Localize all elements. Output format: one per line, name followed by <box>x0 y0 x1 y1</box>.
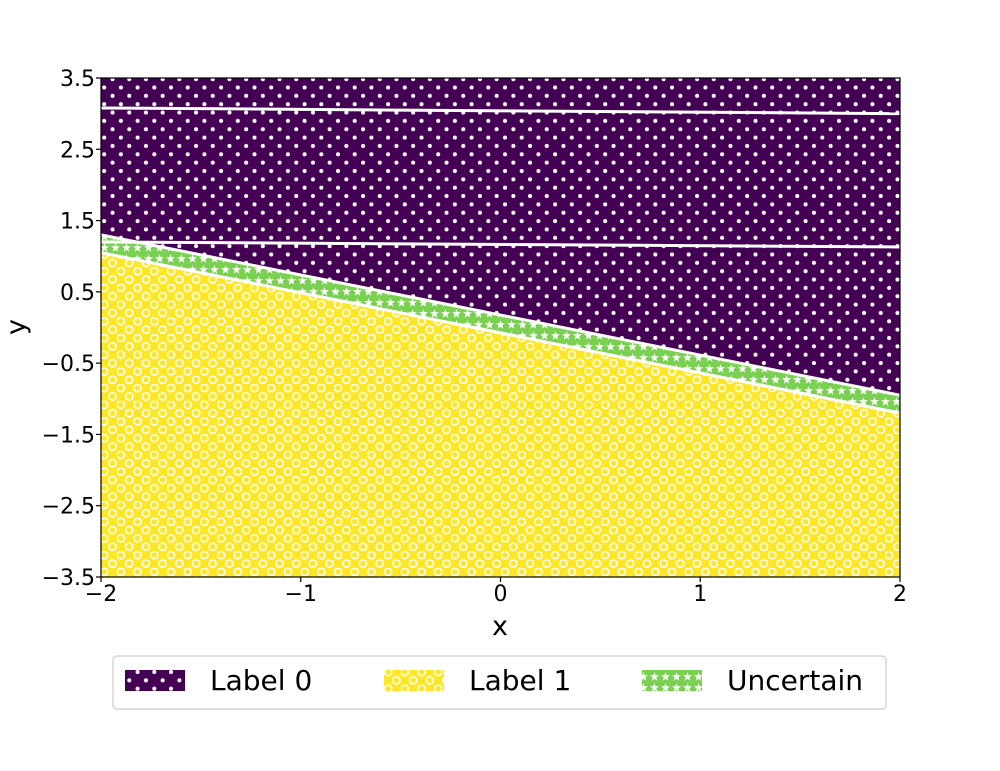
x-axis: −2 −1 0 1 2 <box>85 577 907 607</box>
legend-frame <box>112 655 887 710</box>
legend-label-uncertain: Uncertain <box>727 664 863 697</box>
y-tick-label: −1.5 <box>42 423 95 448</box>
legend-label-1: Label 1 <box>469 664 571 697</box>
y-tick-label: 0.5 <box>60 281 95 306</box>
y-tick-label: −2.5 <box>42 495 95 520</box>
y-tick-label: 3.5 <box>60 67 95 92</box>
legend: Label 0 Label 1 Uncertain <box>112 655 887 710</box>
x-tick-label: 1 <box>693 582 707 607</box>
y-axis: 3.5 2.5 1.5 0.5 −0.5 −1.5 −2.5 −3.5 <box>42 67 101 591</box>
x-tick-label: −2 <box>85 582 117 607</box>
y-tick-label: 2.5 <box>60 138 95 163</box>
region-label-1 <box>101 252 900 577</box>
legend-swatch-uncertain <box>642 670 702 691</box>
y-tick-label: −0.5 <box>42 352 95 377</box>
y-tick-label: −3.5 <box>42 566 95 591</box>
x-tick-label: −1 <box>285 582 317 607</box>
boundary-line-upper <box>101 233 900 397</box>
region-uncertain <box>101 234 900 414</box>
x-axis-label: x <box>492 611 508 642</box>
y-tick-label: 1.5 <box>60 210 95 235</box>
contour-line <box>101 106 900 116</box>
legend-label-0: Label 0 <box>210 664 312 697</box>
contour-line <box>101 240 900 249</box>
legend-swatch-label-1 <box>384 670 444 691</box>
x-tick-label: 0 <box>494 582 508 607</box>
region-label-0 <box>101 78 900 396</box>
boundary-line-lower <box>101 251 900 415</box>
legend-swatch-label-0 <box>125 670 185 691</box>
y-axis-label: y <box>1 319 32 335</box>
x-tick-label: 2 <box>893 582 907 607</box>
